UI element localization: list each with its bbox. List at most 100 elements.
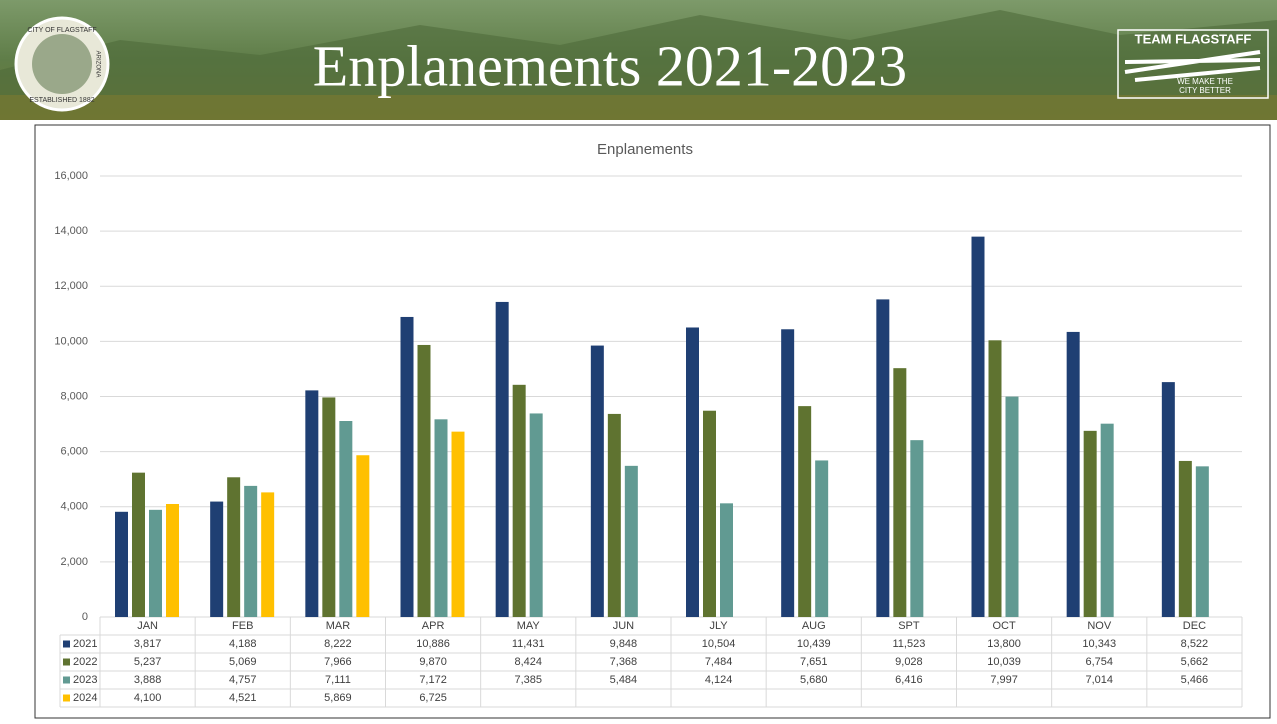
bar [686,327,699,617]
x-tick-label: MAY [517,620,541,632]
bar [1196,466,1209,617]
y-tick-label: 2,000 [60,556,88,568]
table-value: 8,222 [324,638,352,650]
slide: CITY OF FLAGSTAFF ARIZONA ESTABLISHED 18… [0,0,1277,724]
y-tick-label: 12,000 [54,280,88,292]
bar [1084,431,1097,617]
bar [401,317,414,617]
y-tick-label: 6,000 [60,446,88,458]
table-value: 4,124 [705,674,733,686]
table-value: 9,848 [610,638,638,650]
table-value: 7,651 [800,656,828,668]
table-value: 3,817 [134,638,162,650]
slide-title: Enplanements 2021-2023 [313,33,907,98]
x-tick-label: JLY [710,620,729,632]
legend-swatch [63,695,70,702]
table-value: 10,039 [987,656,1021,668]
bar [1101,424,1114,617]
bar [989,340,1002,617]
table-value: 4,521 [229,692,257,704]
x-tick-label: AUG [802,620,826,632]
table-value: 5,869 [324,692,352,704]
table-value: 7,014 [1085,674,1113,686]
table-value: 5,466 [1181,674,1209,686]
bar [149,510,162,617]
bar [452,432,465,617]
table-value: 5,662 [1181,656,1209,668]
y-tick-label: 4,000 [60,501,88,513]
bar [1006,397,1019,617]
bar [261,492,274,617]
x-tick-label: DEC [1183,620,1206,632]
table-value: 7,111 [325,674,351,686]
table-value: 5,484 [610,674,638,686]
seal-side: ARIZONA [94,51,100,78]
bar [703,411,716,617]
x-tick-label: NOV [1087,620,1112,632]
table-value: 7,966 [324,656,352,668]
table-value: 8,522 [1181,638,1209,650]
table-value: 9,870 [419,656,447,668]
bar [781,329,794,617]
table-value: 9,028 [895,656,923,668]
logo-title: TEAM FLAGSTAFF [1135,31,1252,46]
bar [418,345,431,617]
bar [530,413,543,617]
page: CITY OF FLAGSTAFF ARIZONA ESTABLISHED 18… [0,0,1277,724]
table-value: 6,416 [895,674,923,686]
seal-bottom: ESTABLISHED 1882 [29,97,94,104]
bar [608,414,621,617]
logo-line1: WE MAKE THE [1177,77,1233,86]
table-value: 10,439 [797,638,831,650]
bar [322,397,335,617]
legend-label: 2024 [73,692,97,704]
table-value: 7,172 [419,674,447,686]
x-tick-label: OCT [992,620,1016,632]
table-value: 7,997 [990,674,1018,686]
bar [893,368,906,617]
y-tick-label: 16,000 [54,170,88,182]
table-value: 4,757 [229,674,257,686]
bar [244,486,257,617]
bar [305,390,318,617]
table-value: 6,725 [419,692,447,704]
meadow [0,95,1277,120]
bar [166,504,179,617]
bar [227,477,240,617]
bar [625,466,638,617]
bar [1067,332,1080,617]
legend-swatch [63,659,70,666]
x-tick-label: FEB [232,620,253,632]
bar [496,302,509,617]
y-tick-label: 10,000 [54,335,88,347]
chart-frame [35,125,1270,718]
table-value: 10,343 [1082,638,1116,650]
table-value: 10,886 [416,638,450,650]
x-tick-label: APR [422,620,445,632]
legend-label: 2022 [73,656,97,668]
legend-swatch [63,641,70,648]
table-value: 11,523 [893,638,926,650]
y-tick-label: 14,000 [54,225,88,237]
bar [798,406,811,617]
table-value: 13,800 [987,638,1021,650]
y-tick-label: 0 [82,611,88,623]
x-tick-label: JAN [137,620,158,632]
bar [720,503,733,617]
bar [339,421,352,617]
table-value: 7,385 [514,674,542,686]
table-value: 11,431 [512,638,545,650]
table-value: 10,504 [702,638,736,650]
bar [115,512,128,617]
table-value: 4,188 [229,638,257,650]
table-value: 7,368 [610,656,638,668]
bar [132,473,145,617]
legend-label: 2021 [73,638,97,650]
bar [1162,382,1175,617]
table-value: 5,069 [229,656,257,668]
bar [210,502,223,617]
table-value: 5,680 [800,674,828,686]
table-value: 7,484 [705,656,733,668]
bar [972,237,985,617]
bar [591,346,604,617]
